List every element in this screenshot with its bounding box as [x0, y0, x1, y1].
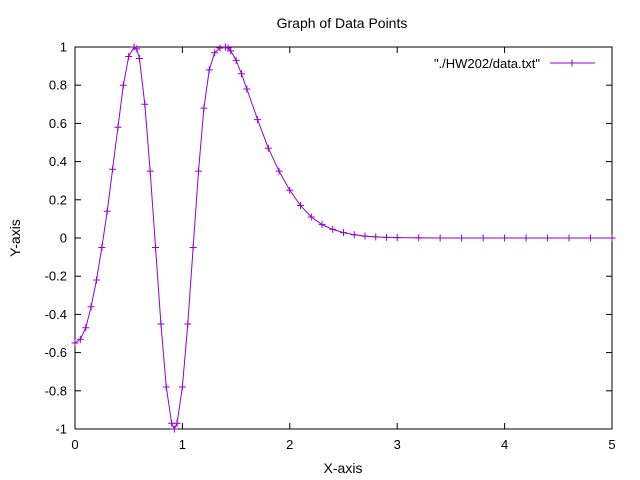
data-point	[297, 202, 305, 210]
data-point	[125, 53, 133, 61]
y-tick-label: 0	[60, 231, 67, 246]
x-tick-label: 1	[179, 437, 186, 452]
data-point	[71, 339, 79, 347]
data-point	[318, 221, 326, 229]
data-point	[76, 335, 84, 343]
data-point	[227, 47, 235, 55]
y-tick-label: -0.6	[45, 345, 67, 360]
data-point	[237, 70, 245, 78]
data-point	[275, 167, 283, 175]
data-point	[146, 167, 154, 175]
data-point	[133, 45, 141, 53]
data-point	[184, 320, 192, 328]
data-point	[415, 234, 423, 242]
data-point	[522, 234, 530, 242]
y-axis-label: Y-axis	[7, 219, 23, 257]
data-point	[200, 104, 208, 112]
y-tick-label: 0.2	[49, 192, 67, 207]
data-point	[141, 100, 149, 108]
data-point	[205, 66, 213, 74]
data-point	[92, 276, 100, 284]
chart-title: Graph of Data Points	[277, 15, 408, 31]
y-tick-label: -0.8	[45, 383, 67, 398]
data-point	[98, 244, 106, 252]
legend-label: "./HW202/data.txt"	[434, 56, 540, 71]
y-tick-label: -0.4	[45, 307, 67, 322]
x-tick-label: 4	[501, 437, 508, 452]
data-point	[329, 225, 337, 233]
data-point	[286, 186, 294, 194]
x-axis-ticks: 0 1 2 3 4 5	[71, 47, 616, 452]
data-point	[587, 234, 595, 242]
data-point	[178, 383, 186, 391]
legend: "./HW202/data.txt"	[434, 56, 595, 71]
legend-marker	[568, 59, 576, 67]
y-tick-label: 1	[60, 40, 67, 55]
data-point	[436, 234, 444, 242]
data-point	[82, 324, 90, 332]
data-point	[458, 234, 466, 242]
x-tick-label: 3	[394, 437, 401, 452]
data-point	[109, 165, 117, 173]
y-tick-label: 0.8	[49, 78, 67, 93]
data-point	[152, 244, 160, 252]
data-point	[393, 234, 401, 242]
x-axis-label: X-axis	[324, 460, 363, 476]
y-tick-label: -1	[55, 422, 67, 437]
data-point	[232, 56, 240, 64]
data-point	[189, 244, 197, 252]
data-point	[372, 233, 380, 241]
data-point	[382, 233, 390, 241]
data-point	[211, 49, 219, 57]
data-point	[87, 303, 95, 311]
data-point	[307, 213, 315, 221]
y-tick-label: 0.6	[49, 116, 67, 131]
data-point	[254, 116, 262, 124]
data-point	[243, 85, 251, 93]
x-tick-label: 2	[286, 437, 293, 452]
data-point	[565, 234, 573, 242]
data-point	[479, 234, 487, 242]
y-tick-label: 0.4	[49, 154, 67, 169]
data-point	[216, 44, 224, 52]
data-point	[340, 229, 347, 237]
y-axis-ticks: -1 -0.8 -0.6 -0.4 -0.2 0 0.2 0.4 0.6 0.8 1	[45, 40, 612, 437]
data-point	[135, 54, 143, 62]
data-point	[114, 123, 122, 131]
data-point	[501, 234, 509, 242]
series-line	[74, 46, 612, 431]
data-point	[170, 425, 178, 433]
data-point	[361, 232, 369, 240]
series-layer	[71, 43, 616, 433]
data-point	[195, 167, 203, 175]
data-point	[119, 81, 127, 89]
data-point	[608, 234, 616, 242]
data-point	[544, 234, 552, 242]
data-point	[157, 320, 165, 328]
data-point	[162, 383, 170, 391]
data-point	[173, 419, 181, 427]
y-tick-label: -0.2	[45, 269, 67, 284]
x-tick-label: 0	[71, 437, 78, 452]
data-point	[103, 207, 111, 215]
data-point	[350, 231, 358, 239]
data-point	[264, 144, 272, 152]
x-tick-label: 5	[608, 437, 615, 452]
